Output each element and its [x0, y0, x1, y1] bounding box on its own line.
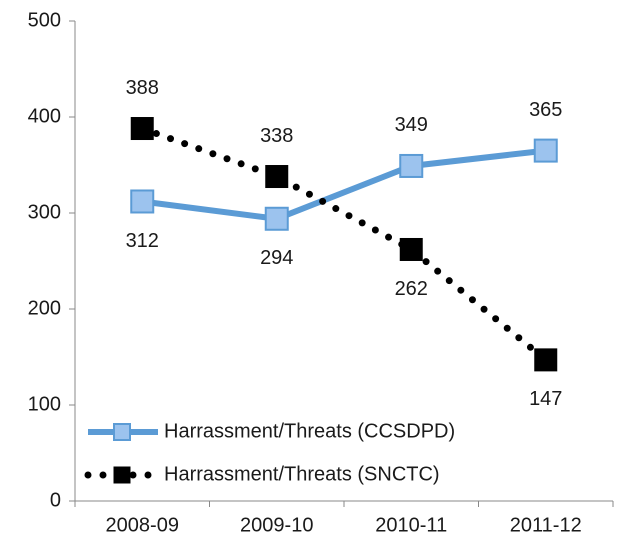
x-tick-label: 2008-09 [106, 514, 179, 536]
x-tick-label: 2009-10 [240, 514, 313, 536]
data-label: 312 [126, 230, 159, 252]
series-line [138, 125, 550, 364]
marker [399, 237, 423, 261]
marker [113, 423, 131, 441]
y-tick-label: 300 [28, 201, 61, 223]
data-label: 147 [529, 388, 562, 410]
marker [533, 138, 558, 163]
marker [264, 206, 289, 231]
data-label: 294 [260, 247, 293, 269]
data-label: 262 [395, 278, 428, 300]
data-label: 388 [126, 77, 159, 99]
data-label: 338 [260, 125, 293, 147]
data-label: 349 [395, 114, 428, 136]
marker [534, 348, 558, 372]
y-tick-label: 400 [28, 105, 61, 127]
x-tick-label: 2011-12 [510, 514, 582, 536]
y-tick-label: 0 [50, 489, 61, 511]
marker [265, 165, 289, 189]
marker [113, 466, 131, 484]
series-line [141, 147, 547, 222]
y-tick-label: 200 [28, 297, 61, 319]
marker [130, 117, 154, 141]
marker [130, 189, 155, 214]
legend-label: Harrassment/Threats (CCSDPD) [164, 420, 455, 442]
marker [399, 153, 424, 178]
legend-label: Harrassment/Threats (SNCTC) [164, 463, 440, 485]
y-tick-label: 500 [28, 9, 61, 31]
y-tick-label: 100 [28, 393, 61, 415]
data-label: 365 [529, 99, 562, 121]
x-tick-label: 2010-11 [375, 514, 447, 536]
